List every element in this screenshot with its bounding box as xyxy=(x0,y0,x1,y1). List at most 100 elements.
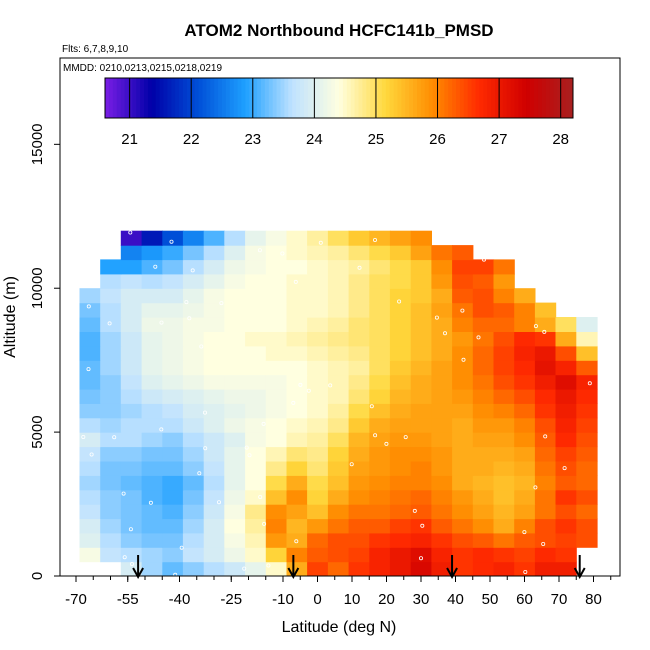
heatmap-cell xyxy=(493,374,515,390)
heatmap-cell xyxy=(472,518,495,534)
heatmap-cell xyxy=(141,317,163,332)
heatmap-cell xyxy=(410,230,432,246)
heatmap-cell xyxy=(431,360,453,376)
heatmap-cell xyxy=(79,288,101,304)
colorbar-segment xyxy=(522,78,527,118)
heatmap-cell xyxy=(162,245,184,261)
heatmap-cell xyxy=(182,388,205,404)
heatmap-cell xyxy=(369,288,391,304)
colorbar-segment xyxy=(342,78,348,118)
heatmap-cell xyxy=(410,432,432,448)
heatmap-cell xyxy=(120,388,143,404)
colorbar-segment xyxy=(296,78,301,118)
heatmap-cell xyxy=(472,403,495,419)
heatmap-cell xyxy=(245,547,267,563)
heatmap-cell xyxy=(348,460,370,476)
colorbar-tick-label: 22 xyxy=(183,131,200,148)
colorbar-segment xyxy=(233,78,238,118)
heatmap-cell xyxy=(307,504,329,520)
heatmap-cell xyxy=(265,504,288,520)
heatmap-cell xyxy=(79,460,101,476)
sample-point xyxy=(533,324,538,329)
heatmap-cell xyxy=(182,331,205,347)
heatmap-cell xyxy=(120,504,143,520)
heatmap-cell xyxy=(327,230,350,246)
heatmap-cell xyxy=(534,547,557,563)
x-tick-label: -70 xyxy=(65,591,87,608)
colorbar-tick-label: 25 xyxy=(368,131,385,148)
heatmap-cell xyxy=(224,388,246,404)
sample-point xyxy=(533,485,538,490)
colorbar-segment xyxy=(218,78,223,118)
heatmap-cell xyxy=(369,532,391,548)
heatmap-cell xyxy=(265,475,288,491)
heatmap-cell xyxy=(224,273,246,289)
heatmap-cell xyxy=(203,561,225,576)
heatmap-cell xyxy=(410,374,432,390)
colorbar-segment xyxy=(147,78,153,118)
heatmap-cell xyxy=(431,417,453,433)
heatmap-cell xyxy=(452,532,474,548)
heatmap-cell xyxy=(555,489,577,505)
heatmap-cell xyxy=(162,374,184,390)
colorbar-segment xyxy=(155,78,160,118)
sample-point xyxy=(187,316,192,321)
colorbar-segment xyxy=(124,78,129,118)
colorbar-segment xyxy=(225,78,231,118)
colorbar-segment xyxy=(502,78,508,118)
sample-point xyxy=(258,494,263,499)
heatmap-cell xyxy=(141,360,163,376)
heatmap-cell xyxy=(265,460,288,476)
heatmap-cell xyxy=(120,460,143,476)
heatmap-cell xyxy=(245,460,267,476)
heatmap-cell xyxy=(493,475,515,491)
heatmap-cell xyxy=(286,446,308,462)
latitude-arrow xyxy=(132,555,144,580)
heatmap-cell xyxy=(389,417,412,433)
heatmap-cell xyxy=(410,302,432,318)
heatmap-cell xyxy=(576,532,598,548)
colorbar-frame xyxy=(104,77,574,119)
heatmap-cell xyxy=(348,245,370,261)
x-tick-label: 60 xyxy=(516,591,533,608)
heatmap-cell xyxy=(493,345,515,361)
heatmap-cell xyxy=(141,518,163,534)
heatmap-cell xyxy=(514,302,536,318)
heatmap-cell xyxy=(389,331,412,347)
heatmap-cell xyxy=(100,360,122,376)
sample-point xyxy=(522,530,527,535)
heatmap-cell xyxy=(472,547,495,563)
heatmap-cell xyxy=(245,403,267,419)
colorbar-segment xyxy=(315,78,320,118)
heatmap-cell xyxy=(555,317,577,332)
heatmap-cell xyxy=(514,331,536,347)
heatmap-cell xyxy=(493,504,515,520)
heatmap-cell xyxy=(79,504,101,520)
heatmap-cell xyxy=(452,504,474,520)
heatmap-cell xyxy=(245,532,267,548)
colorbar-segment xyxy=(444,78,449,118)
heatmap-cell xyxy=(182,504,205,520)
heatmap-cell xyxy=(348,388,370,404)
heatmap-cell xyxy=(555,403,577,419)
heatmap-cell xyxy=(555,475,577,491)
heatmap-cell xyxy=(410,317,432,332)
heatmap-cell xyxy=(327,288,350,304)
heatmap-cell xyxy=(162,273,184,289)
colorbar-segment xyxy=(350,78,355,118)
heatmap-cell xyxy=(182,518,205,534)
x-tick-label: 10 xyxy=(344,591,361,608)
heatmap-cell xyxy=(162,446,184,462)
heatmap-cell xyxy=(100,489,122,505)
heatmap-cell xyxy=(100,273,122,289)
heatmap-cell xyxy=(162,475,184,491)
heatmap-cell xyxy=(452,345,474,361)
heatmap-cell xyxy=(245,331,267,347)
heatmap-cell xyxy=(472,532,495,548)
sample-point xyxy=(159,320,164,325)
heatmap-cell xyxy=(410,331,432,347)
colorbar-segment xyxy=(136,78,141,118)
heatmap-cell xyxy=(141,374,163,390)
colorbar-segment xyxy=(514,78,519,118)
heatmap-cell xyxy=(286,475,308,491)
